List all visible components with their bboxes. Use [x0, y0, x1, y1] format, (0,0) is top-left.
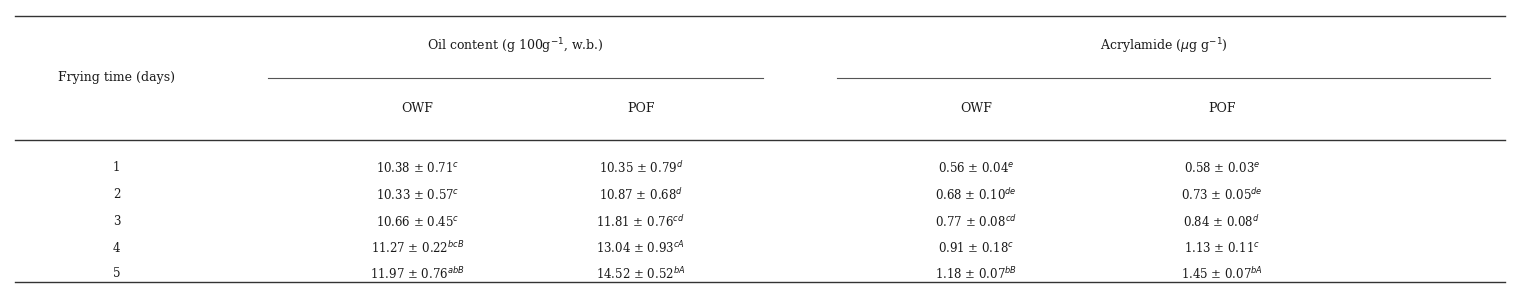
Text: 1.18 ± 0.07$^{bB}$: 1.18 ± 0.07$^{bB}$: [935, 266, 1017, 282]
Text: 3: 3: [112, 215, 120, 228]
Text: 0.56 ± 0.04$^{e}$: 0.56 ± 0.04$^{e}$: [938, 161, 1014, 175]
Text: 0.84 ± 0.08$^{d}$: 0.84 ± 0.08$^{d}$: [1184, 214, 1260, 230]
Text: POF: POF: [628, 102, 655, 115]
Text: 10.33 ± 0.57$^{c}$: 10.33 ± 0.57$^{c}$: [375, 188, 459, 202]
Text: 11.27 ± 0.22$^{bcB}$: 11.27 ± 0.22$^{bcB}$: [371, 240, 464, 256]
Text: 2: 2: [112, 188, 120, 201]
Text: 10.66 ± 0.45$^{c}$: 10.66 ± 0.45$^{c}$: [375, 215, 459, 229]
Text: 10.38 ± 0.71$^{c}$: 10.38 ± 0.71$^{c}$: [375, 161, 459, 175]
Text: 5: 5: [112, 267, 120, 280]
Text: Acrylamide ($\mu$g g$^{-1}$): Acrylamide ($\mu$g g$^{-1}$): [1099, 37, 1228, 56]
Text: 1.45 ± 0.07$^{bA}$: 1.45 ± 0.07$^{bA}$: [1181, 266, 1263, 282]
Text: 4: 4: [112, 242, 120, 255]
Text: 1: 1: [112, 162, 120, 175]
Text: POF: POF: [1208, 102, 1236, 115]
Text: Oil content (g 100g$^{-1}$, w.b.): Oil content (g 100g$^{-1}$, w.b.): [427, 37, 603, 56]
Text: 1.13 ± 0.11$^{c}$: 1.13 ± 0.11$^{c}$: [1184, 241, 1260, 255]
Text: 0.91 ± 0.18$^{c}$: 0.91 ± 0.18$^{c}$: [938, 241, 1014, 255]
Text: 10.35 ± 0.79$^{d}$: 10.35 ± 0.79$^{d}$: [599, 160, 682, 176]
Text: 14.52 ± 0.52$^{bA}$: 14.52 ± 0.52$^{bA}$: [596, 266, 686, 282]
Text: 0.73 ± 0.05$^{de}$: 0.73 ± 0.05$^{de}$: [1181, 187, 1263, 203]
Text: OWF: OWF: [401, 102, 433, 115]
Text: 0.58 ± 0.03$^{e}$: 0.58 ± 0.03$^{e}$: [1184, 161, 1260, 175]
Text: 11.81 ± 0.76$^{cd}$: 11.81 ± 0.76$^{cd}$: [596, 214, 686, 230]
Text: Frying time (days): Frying time (days): [58, 71, 175, 84]
Text: OWF: OWF: [961, 102, 993, 115]
Text: 10.87 ± 0.68$^{d}$: 10.87 ± 0.68$^{d}$: [599, 187, 682, 203]
Text: 0.68 ± 0.10$^{de}$: 0.68 ± 0.10$^{de}$: [935, 187, 1017, 203]
Text: 11.97 ± 0.76$^{abB}$: 11.97 ± 0.76$^{abB}$: [369, 266, 465, 282]
Text: 0.77 ± 0.08$^{cd}$: 0.77 ± 0.08$^{cd}$: [935, 214, 1017, 230]
Text: 13.04 ± 0.93$^{cA}$: 13.04 ± 0.93$^{cA}$: [596, 240, 686, 257]
